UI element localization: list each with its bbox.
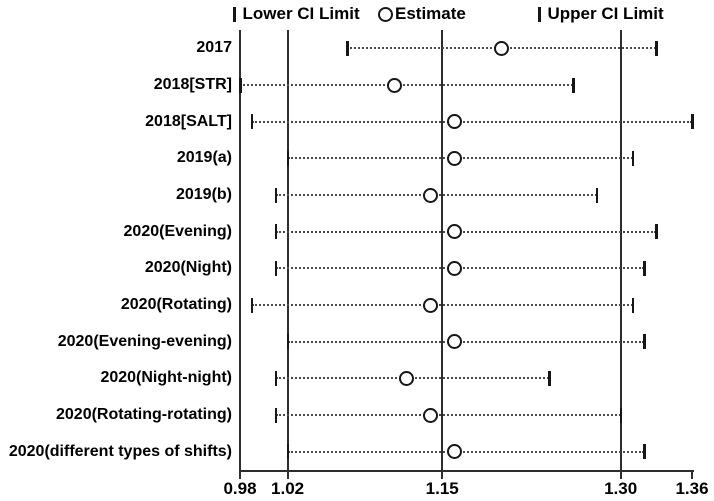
reference-line <box>441 30 444 470</box>
lower-ci-tick <box>239 77 242 93</box>
estimate-marker <box>422 407 438 423</box>
upper-ci-tick <box>631 150 635 166</box>
legend: Lower CI Limit Estimate Upper CI Limit <box>0 4 714 28</box>
lower-ci-tick <box>346 40 349 56</box>
estimate-marker <box>494 40 510 56</box>
legend-item-estimate: Estimate <box>378 4 466 24</box>
x-axis-tick <box>619 470 622 479</box>
lower-ci-tick <box>250 114 254 130</box>
row-label: 2019(a) <box>176 149 232 167</box>
estimate-marker <box>399 370 415 386</box>
row-label: 2020(Evening-evening) <box>57 332 232 350</box>
ci-connector-line <box>287 340 645 343</box>
lower-ci-tick <box>286 444 290 460</box>
ci-connector-line <box>240 84 574 86</box>
lower-ci-tick <box>274 370 278 386</box>
row-label: 2018[STR] <box>153 76 232 93</box>
estimate-marker <box>446 334 462 350</box>
reference-line <box>286 30 289 470</box>
upper-ci-tick <box>643 260 646 276</box>
row-label: 2020(Rotating-rotating) <box>56 406 232 423</box>
estimate-marker <box>446 260 462 276</box>
ci-connector-line <box>287 450 645 453</box>
estimate-marker <box>387 77 403 93</box>
x-axis-tick-label: 1.30 <box>604 479 638 498</box>
upper-ci-tick <box>655 224 658 240</box>
x-axis-tick-label: 1.15 <box>425 479 459 498</box>
ci-connector-line <box>251 120 692 123</box>
legend-label-upper-ci: Upper CI Limit <box>547 4 664 23</box>
row-label: 2019(b) <box>175 186 232 203</box>
row-label: 2017 <box>196 39 232 57</box>
upper-ci-tick <box>572 77 575 93</box>
estimate-marker <box>446 444 462 460</box>
row-label: 2018[SALT] <box>145 112 232 130</box>
estimate-marker <box>446 224 462 240</box>
estimate-marker <box>422 187 438 203</box>
lower-ci-tick <box>274 260 278 276</box>
ci-connector-line <box>275 414 621 416</box>
x-axis-tick <box>691 470 693 479</box>
estimate-marker <box>446 150 462 166</box>
upper-ci-tick <box>595 187 599 203</box>
upper-ci-tick <box>643 444 646 460</box>
ci-connector-line <box>275 230 657 233</box>
lower-ci-tick <box>286 150 290 166</box>
legend-label-estimate: Estimate <box>395 4 466 23</box>
row-label: 2020(different types of shifts) <box>8 442 232 460</box>
upper-ci-tick-icon <box>538 6 541 22</box>
row-label: 2020(Night-night) <box>100 369 232 387</box>
legend-label-lower-ci: Lower CI Limit <box>242 4 360 23</box>
upper-ci-tick <box>691 114 694 130</box>
upper-ci-tick <box>548 370 551 386</box>
x-axis-tick <box>441 470 444 479</box>
legend-item-upper-ci: Upper CI Limit <box>538 4 664 24</box>
estimate-marker <box>422 297 438 313</box>
ci-connector-line <box>251 304 633 306</box>
lower-ci-tick <box>274 224 278 240</box>
upper-ci-tick <box>619 407 623 423</box>
lower-ci-tick <box>274 407 278 423</box>
lower-ci-tick <box>250 297 254 313</box>
estimate-circle-icon <box>378 6 393 22</box>
row-label: 2020(Evening) <box>123 222 232 240</box>
upper-ci-tick <box>655 40 658 56</box>
x-axis-line <box>240 470 694 472</box>
legend-item-lower-ci: Lower CI Limit <box>233 4 360 24</box>
upper-ci-tick <box>631 297 635 313</box>
lower-ci-tick <box>274 187 278 203</box>
lower-ci-tick <box>286 334 290 350</box>
x-axis-tick-label: 0.98 <box>223 479 257 498</box>
upper-ci-tick <box>643 334 646 350</box>
lower-ci-tick-icon <box>233 6 236 22</box>
row-label: 2020(Night) <box>144 259 232 277</box>
reference-line <box>239 30 241 470</box>
x-axis-tick-label: 1.36 <box>675 479 709 498</box>
row-label: 2020(Rotating) <box>120 296 232 313</box>
x-axis-tick <box>239 470 241 479</box>
x-axis-tick-label: 1.02 <box>271 479 305 498</box>
x-axis-tick <box>286 470 289 479</box>
reference-line <box>619 30 622 470</box>
estimate-marker <box>446 114 462 130</box>
